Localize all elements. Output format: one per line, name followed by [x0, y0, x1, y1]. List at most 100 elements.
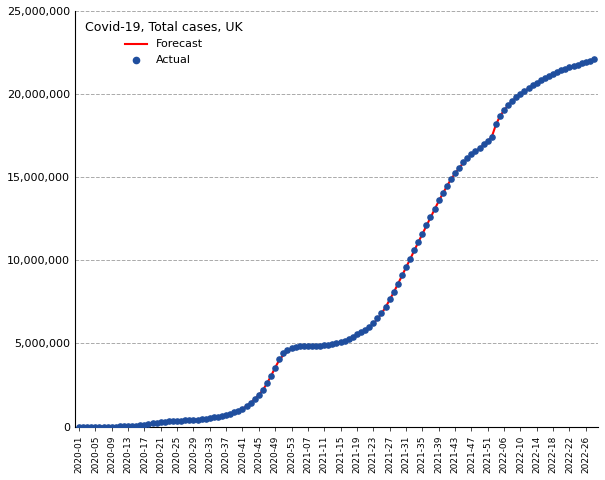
Actual	[515, 90, 525, 98]
Actual	[91, 423, 100, 431]
Actual	[503, 101, 513, 108]
Actual	[278, 349, 288, 357]
Actual	[270, 364, 280, 372]
Actual	[164, 418, 174, 425]
Actual	[560, 65, 570, 73]
Actual	[201, 415, 211, 422]
Forecast	[402, 265, 410, 271]
Actual	[381, 303, 390, 311]
Actual	[229, 408, 239, 416]
Actual	[315, 342, 325, 349]
Actual	[340, 337, 350, 345]
Actual	[107, 423, 117, 431]
Actual	[82, 423, 92, 431]
Actual	[430, 205, 439, 213]
Actual	[360, 326, 370, 334]
Actual	[454, 164, 464, 171]
Actual	[536, 76, 546, 84]
Actual	[508, 97, 517, 105]
Actual	[442, 182, 452, 190]
Actual	[389, 288, 399, 296]
Actual	[426, 213, 436, 221]
Actual	[417, 230, 427, 238]
Actual	[422, 222, 431, 229]
Actual	[413, 238, 423, 246]
Actual	[475, 144, 485, 152]
Forecast	[76, 424, 83, 430]
Actual	[246, 399, 255, 407]
Actual	[299, 342, 309, 350]
Actual	[275, 355, 284, 363]
Actual	[94, 423, 104, 431]
Actual	[466, 150, 476, 158]
Actual	[168, 417, 178, 425]
Actual	[393, 280, 403, 288]
Actual	[205, 414, 215, 422]
Actual	[209, 414, 219, 421]
Actual	[119, 422, 129, 430]
Actual	[115, 422, 125, 430]
Actual	[540, 74, 550, 82]
Actual	[295, 342, 304, 350]
Actual	[156, 419, 166, 426]
Actual	[368, 320, 378, 327]
Actual	[589, 55, 599, 63]
Actual	[234, 407, 243, 415]
Actual	[434, 197, 443, 204]
Actual	[176, 417, 186, 424]
Actual	[238, 405, 247, 413]
Actual	[487, 133, 497, 141]
Line: Forecast: Forecast	[79, 59, 594, 427]
Forecast	[374, 316, 381, 322]
Actual	[544, 72, 554, 80]
Forecast	[554, 70, 561, 75]
Actual	[581, 58, 590, 66]
Actual	[311, 342, 321, 349]
Actual	[189, 416, 198, 424]
Actual	[548, 70, 558, 78]
Actual	[524, 84, 534, 92]
Actual	[140, 421, 149, 429]
Forecast	[100, 424, 107, 430]
Actual	[356, 328, 366, 336]
Actual	[528, 82, 537, 89]
Actual	[401, 263, 411, 271]
Actual	[262, 380, 272, 387]
Actual	[250, 395, 260, 403]
Actual	[364, 323, 374, 331]
Forecast	[382, 304, 389, 310]
Actual	[385, 296, 394, 303]
Actual	[303, 342, 313, 350]
Actual	[123, 422, 133, 430]
Actual	[103, 423, 113, 431]
Actual	[557, 67, 566, 74]
Actual	[78, 423, 88, 431]
Actual	[291, 343, 301, 350]
Actual	[446, 175, 456, 183]
Actual	[258, 386, 268, 394]
Actual	[450, 169, 460, 177]
Actual	[520, 87, 529, 95]
Actual	[148, 420, 157, 427]
Actual	[564, 64, 574, 72]
Actual	[172, 417, 182, 425]
Actual	[287, 345, 296, 352]
Actual	[131, 422, 141, 430]
Actual	[438, 189, 448, 197]
Actual	[143, 420, 153, 428]
Actual	[136, 421, 145, 429]
Legend: Forecast, Actual: Forecast, Actual	[80, 16, 247, 70]
Actual	[87, 423, 96, 431]
Actual	[197, 415, 206, 423]
Actual	[499, 106, 509, 114]
Actual	[193, 416, 203, 423]
Actual	[254, 391, 264, 399]
Actual	[127, 422, 137, 430]
Actual	[221, 411, 231, 419]
Actual	[552, 68, 562, 76]
Actual	[213, 413, 223, 420]
Forecast	[509, 98, 516, 104]
Actual	[348, 333, 358, 341]
Actual	[242, 402, 252, 410]
Actual	[307, 342, 317, 350]
